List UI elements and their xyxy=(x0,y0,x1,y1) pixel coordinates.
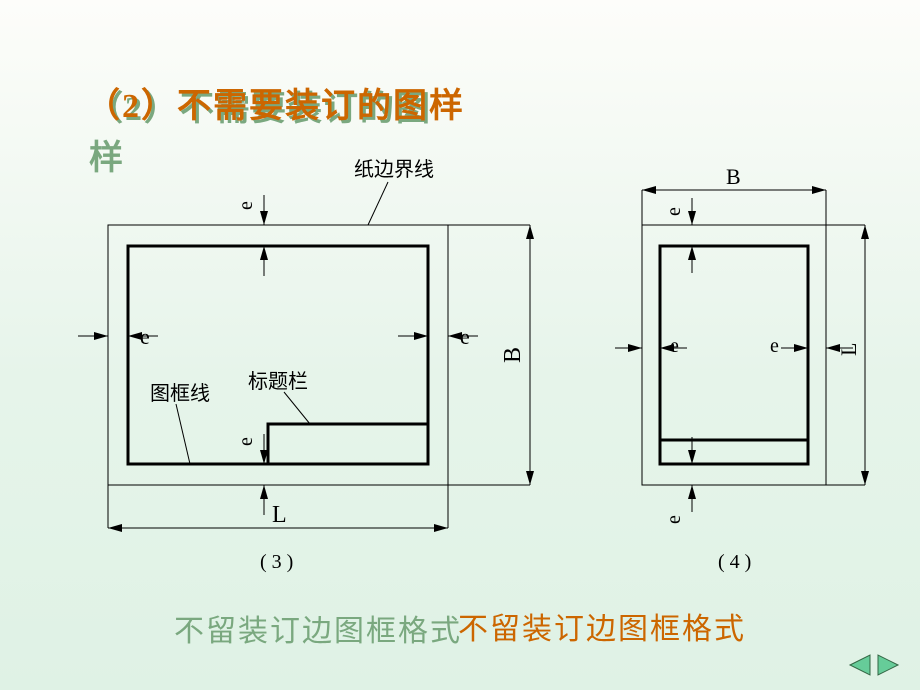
fig4-inner-rect xyxy=(660,246,808,464)
fig3-dim-B: B xyxy=(500,347,526,363)
title-block-label: 标题栏 xyxy=(248,370,308,393)
fig3-outer-rect xyxy=(108,225,448,485)
fig3-title-block xyxy=(268,424,428,464)
fig4-e-left: e xyxy=(670,335,679,357)
fig3-e-top: e xyxy=(235,201,257,210)
fig3-inner-rect xyxy=(128,246,428,464)
prev-button[interactable] xyxy=(850,655,870,675)
bottom-caption: 不留装订边图框格式不留装订边图框格式 xyxy=(0,604,920,648)
fig3-e-right: e xyxy=(460,324,470,349)
nav-controls xyxy=(848,653,900,682)
fig3-e-bottom: e xyxy=(235,437,257,446)
figure-3: L B 纸边界线 图框线 标题栏 e e e e ( 3 ) xyxy=(78,158,534,573)
paper-boundary-label: 纸边界线 xyxy=(354,158,434,181)
fig3-caption: ( 3 ) xyxy=(260,551,293,573)
figure-4: B L e e e e ( 4 ) xyxy=(615,164,869,573)
fig4-caption: ( 4 ) xyxy=(718,551,751,573)
fig4-e-right: e xyxy=(770,335,779,357)
fig4-dim-B: B xyxy=(726,164,741,189)
fig4-e-top: e xyxy=(663,207,685,216)
technical-diagram: L B 纸边界线 图框线 标题栏 e e e e ( 3 ) xyxy=(0,0,920,690)
fig4-e-bottom: e xyxy=(663,515,685,524)
fig3-e-left: e xyxy=(140,324,150,349)
next-button[interactable] xyxy=(878,655,898,675)
fig3-dim-L: L xyxy=(272,502,287,528)
frame-line-label: 图框线 xyxy=(150,382,210,405)
